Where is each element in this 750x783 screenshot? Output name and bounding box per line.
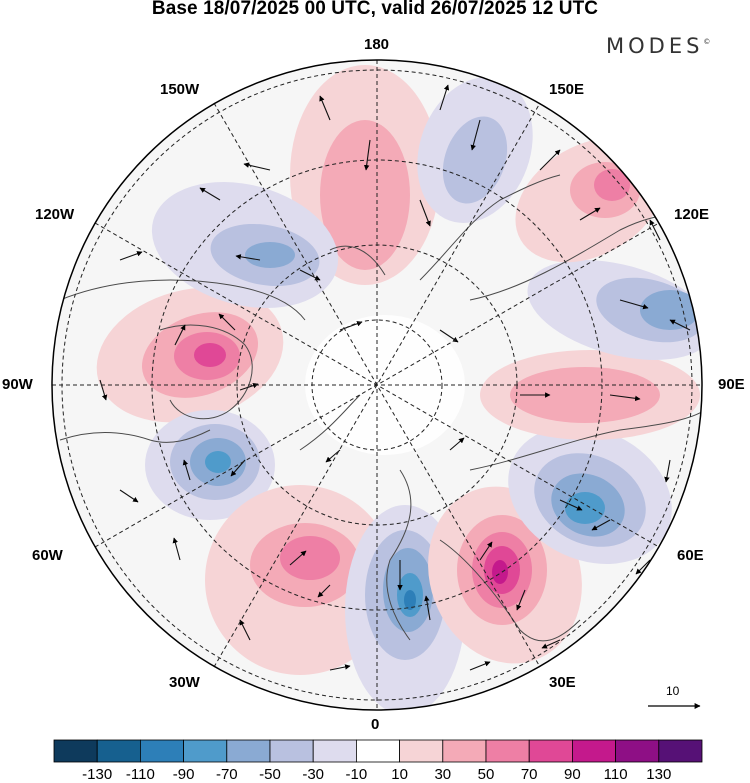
colorbar-tick-label: 30 (434, 766, 452, 783)
coastlines (59, 174, 702, 642)
copyright-mark: © (703, 38, 711, 46)
colorbar-tick-label: 50 (477, 766, 495, 783)
lon-label-60w: 60W (32, 547, 63, 564)
colorbar-segment (615, 739, 660, 763)
colorbar-tick-label: 110 (603, 766, 628, 783)
map-boundary (51, 59, 703, 711)
colorbar-tick-label: -70 (215, 766, 238, 783)
colorbar-tick-label: -90 (172, 766, 195, 783)
modes-logo: MODES© (606, 34, 710, 58)
colorbar-segment (312, 739, 357, 763)
lon-label-90e: 90E (718, 376, 745, 393)
anomaly-negative-alaska (151, 182, 339, 308)
colorbar-segment (96, 739, 141, 763)
lon-label-60e: 60E (677, 547, 704, 564)
colorbar-segment (53, 739, 98, 763)
colorbar (53, 739, 703, 763)
lon-label-30w: 30W (169, 674, 200, 691)
colorbar-segment (442, 739, 487, 763)
colorbar-segment (572, 739, 617, 763)
lon-label-90w: 90W (2, 376, 33, 393)
colorbar-tick-label: -30 (302, 766, 325, 783)
colorbar-tick-label: 70 (520, 766, 538, 783)
colorbar-tick-label: 10 (391, 766, 408, 783)
colorbar-tick-label: -110 (125, 766, 155, 783)
lon-label-120w: 120W (35, 206, 75, 223)
anomaly-negative-labrador (145, 410, 275, 520)
reference-vector-label: 10 (666, 684, 680, 698)
lon-label-180: 180 (364, 36, 390, 53)
colorbar-tick-label: -10 (345, 766, 368, 783)
graticule (52, 60, 702, 710)
anomaly-positive-csiberia (480, 350, 700, 440)
colorbar-segment (183, 739, 228, 763)
colorbar-segment (658, 739, 703, 763)
colorbar-segment (269, 739, 314, 763)
chart-title: Base 18/07/2025 00 UTC, valid 26/07/2025… (151, 0, 599, 19)
brand-text: MODES (606, 34, 704, 58)
colorbar-segment (485, 739, 530, 763)
colorbar-tick-label: 130 (646, 766, 672, 783)
colorbar-segment (355, 739, 400, 763)
anomaly-fill-layer (52, 60, 702, 710)
colorbar-tick-label: 90 (564, 766, 581, 783)
colorbar-tick-label: -50 (259, 766, 281, 783)
lon-label-150w: 150W (160, 81, 200, 98)
colorbar-segment (399, 739, 444, 763)
colorbar-tick-label: -130 (82, 766, 113, 783)
colorbar-segment (226, 739, 271, 763)
lon-label-0: 0 (371, 716, 380, 733)
wind-vectors (99, 84, 691, 671)
colorbar-segment (139, 739, 184, 763)
lon-label-150e: 150E (549, 81, 585, 98)
lon-label-120e: 120E (674, 206, 710, 223)
colorbar-segment (528, 739, 573, 763)
lon-label-30e: 30E (549, 674, 576, 691)
